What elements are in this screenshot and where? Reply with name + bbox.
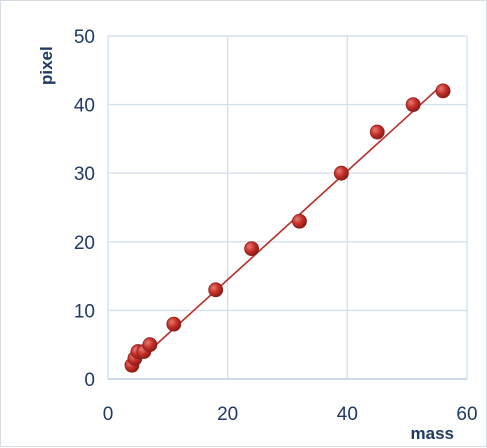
data-point (142, 337, 158, 353)
y-axis-title: pixel (37, 46, 56, 85)
x-tick-label: 40 (337, 404, 358, 425)
x-tick-label: 0 (103, 404, 114, 425)
x-axis-title: mass (411, 424, 454, 443)
data-point (405, 97, 421, 112)
y-tick-label: 10 (74, 301, 95, 322)
data-point (435, 83, 451, 99)
trendline (131, 83, 444, 368)
y-tick-label: 40 (74, 96, 95, 117)
grid-lines (107, 35, 468, 380)
y-tick-label: 50 (74, 27, 95, 48)
data-point (244, 241, 260, 257)
trendline-layer (131, 83, 444, 368)
tick-labels: 0 20 40 60 0 10 20 30 40 50 (74, 27, 478, 425)
x-tick-label: 60 (456, 404, 477, 425)
y-tick-label: 20 (74, 233, 95, 254)
y-tick-label: 30 (74, 164, 95, 185)
data-points (124, 83, 451, 373)
data-point (292, 213, 307, 229)
data-point (166, 316, 182, 332)
data-point (333, 165, 349, 181)
data-point (369, 124, 385, 140)
y-tick-label: 0 (84, 370, 95, 391)
x-tick-label: 20 (217, 404, 238, 425)
data-point (208, 282, 224, 298)
